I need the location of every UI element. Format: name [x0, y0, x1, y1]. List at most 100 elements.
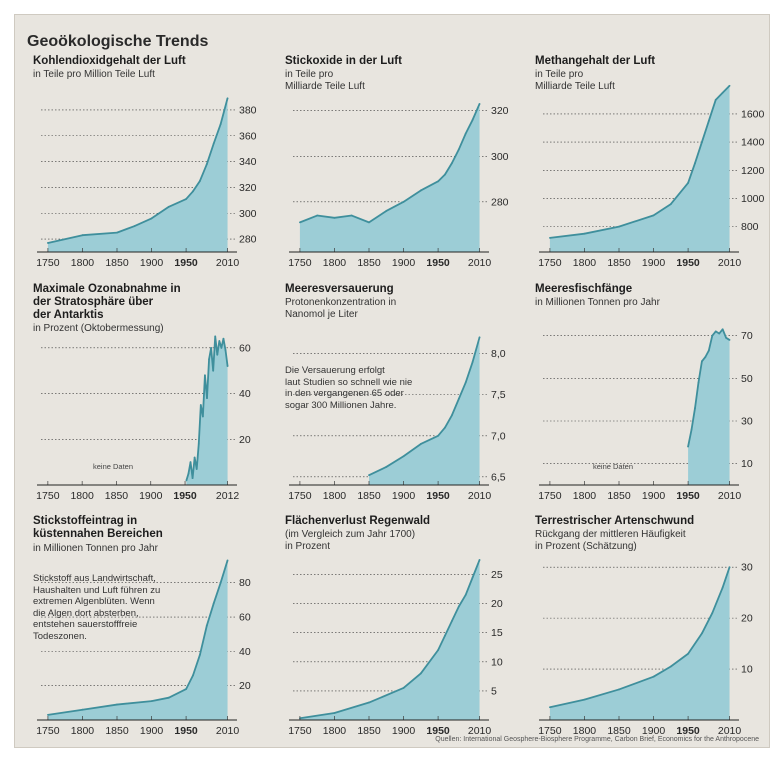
series-area	[688, 329, 730, 485]
data-point	[687, 445, 689, 448]
data-point	[711, 612, 714, 614]
data-point	[478, 102, 481, 105]
x-tick-label: 2010	[216, 725, 240, 737]
x-tick-label: 1750	[36, 490, 60, 502]
x-tick-label: 1850	[105, 490, 129, 502]
y-tick-label: 15	[491, 627, 503, 639]
data-point	[714, 330, 717, 333]
data-point	[189, 461, 192, 464]
data-point	[316, 214, 319, 217]
y-tick-label: 25	[491, 569, 503, 581]
data-point	[721, 328, 724, 331]
data-point	[368, 474, 370, 477]
data-point	[402, 687, 405, 689]
chart-title: Meeresfischfänge	[535, 283, 633, 295]
data-point	[583, 232, 586, 235]
chart-subtitle: in Millionen Tonnen pro Jahr	[535, 297, 660, 308]
y-tick-label: 1600	[741, 108, 765, 120]
x-tick-label: 1800	[573, 725, 597, 737]
y-tick-label: 30	[741, 562, 753, 574]
data-point	[191, 477, 194, 480]
data-point	[193, 456, 196, 459]
data-point	[226, 97, 229, 100]
data-point	[133, 225, 136, 228]
data-point	[725, 336, 727, 339]
chart-subtitle: in Teile pro Milliarde Teile Luft	[285, 69, 365, 92]
data-point	[218, 340, 221, 342]
data-point	[385, 210, 388, 212]
data-point	[419, 443, 422, 445]
x-tick-label: 1900	[392, 257, 416, 269]
y-tick-label: 50	[741, 373, 753, 385]
x-tick-label: 1850	[357, 490, 381, 502]
x-tick-label: 1800	[573, 490, 597, 502]
data-point	[210, 346, 213, 349]
x-tick-label: 1900	[140, 725, 164, 737]
y-tick-label: 320	[239, 182, 257, 194]
data-point	[707, 349, 710, 352]
data-point	[219, 123, 222, 126]
data-point	[583, 698, 586, 701]
x-tick-label: 1950	[174, 257, 198, 269]
infographic-page: Geoökologische Trends Kohlendioxidgehalt…	[14, 14, 770, 748]
page-title: Geoökologische Trends	[27, 33, 209, 50]
chart-title: Maximale Ozonabnahme in der Stratosphäre…	[33, 283, 181, 321]
no-data-label: keine Daten	[93, 462, 133, 471]
x-tick-label: 1900	[642, 490, 666, 502]
chart-subtitle: in Millionen Tonnen pro Jahr	[33, 543, 158, 554]
y-tick-label: 320	[491, 105, 509, 117]
data-point	[185, 688, 187, 691]
y-tick-label: 7,5	[491, 389, 506, 401]
x-tick-label: 1900	[642, 725, 666, 737]
chart-title: Stickstoffeintrag in küstennahen Bereich…	[33, 515, 163, 540]
x-tick-label: 1850	[105, 257, 129, 269]
y-tick-label: 280	[239, 234, 257, 246]
y-tick-label: 70	[741, 330, 753, 342]
data-point	[195, 468, 198, 470]
y-tick-label: 300	[491, 151, 509, 163]
y-tick-label: 6,5	[491, 471, 506, 483]
data-point	[219, 581, 222, 584]
data-point	[687, 652, 689, 655]
data-point	[694, 162, 696, 165]
data-point	[471, 576, 474, 579]
y-tick-label: 1400	[741, 137, 765, 149]
x-tick-label: 2010	[468, 725, 492, 737]
data-point	[694, 407, 696, 410]
data-point	[81, 234, 84, 237]
data-point	[457, 605, 460, 608]
x-tick-label: 1900	[140, 257, 164, 269]
data-point	[471, 361, 474, 363]
y-tick-label: 7,0	[491, 430, 506, 442]
data-point	[185, 479, 188, 482]
x-tick-label: 1750	[288, 490, 312, 502]
data-point	[216, 353, 219, 356]
x-tick-label: 2012	[216, 490, 240, 502]
data-point	[444, 173, 446, 176]
data-point	[728, 339, 731, 341]
chart-svg: 1750 1800 1850 1900 1950 2010 280 300 320 340 360 3…	[36, 97, 257, 269]
chart-subtitle: (im Vergleich zum Jahr 1700) in Prozent	[285, 529, 416, 552]
x-tick-label: 1950	[676, 257, 700, 269]
data-point	[199, 180, 201, 182]
data-point	[478, 336, 481, 339]
x-tick-label: 1950	[676, 725, 700, 737]
data-point	[226, 559, 229, 562]
data-point	[419, 672, 422, 675]
y-tick-label: 10	[491, 656, 503, 668]
data-point	[205, 163, 208, 166]
y-tick-label: 40	[239, 646, 251, 658]
y-tick-label: 30	[741, 416, 753, 428]
data-point	[116, 703, 118, 706]
x-tick-label: 1950	[676, 490, 700, 502]
series-area	[299, 559, 480, 720]
x-tick-label: 2010	[718, 257, 742, 269]
chart-annotation: Die Versauerung erfolgt laut Studien so …	[285, 365, 413, 411]
x-tick-label: 1900	[392, 490, 416, 502]
data-point	[728, 84, 731, 87]
data-point	[687, 182, 689, 184]
series-line	[47, 560, 229, 716]
y-tick-label: 5	[491, 685, 497, 697]
data-point	[728, 566, 731, 569]
series-area	[186, 336, 228, 485]
